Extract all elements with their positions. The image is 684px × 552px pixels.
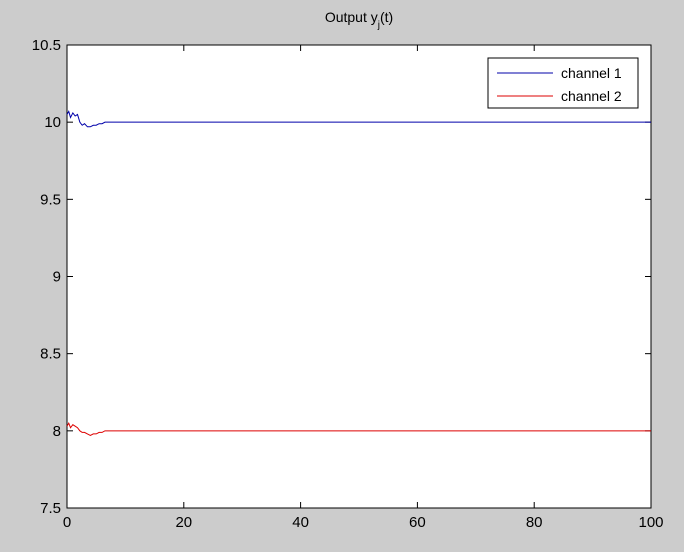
legend-label-channel-2: channel 2 <box>561 88 622 104</box>
x-tick-label: 60 <box>409 514 426 531</box>
legend-box <box>487 57 639 109</box>
ticks-layer: 0 20 40 60 80 100 7.5 8 8.5 9 9.5 10 10.5 <box>32 37 664 531</box>
y-tick-label: 9 <box>53 269 61 286</box>
chart-title-tail: (t) <box>380 9 393 25</box>
x-tick-label: 0 <box>63 514 71 531</box>
legend: channel 1 channel 2 <box>487 57 639 109</box>
y-tick-label: 10.5 <box>32 37 61 54</box>
chart-title-main: Output y <box>325 9 378 25</box>
series-layer <box>66 110 651 437</box>
y-tick-label: 8.5 <box>40 346 61 363</box>
chart-title-subscript: j <box>377 20 380 31</box>
chart-title: Output yj(t) <box>325 9 393 31</box>
x-tick-label: 40 <box>292 514 309 531</box>
legend-label-channel-1: channel 1 <box>561 65 622 81</box>
x-tick-label: 80 <box>526 514 543 531</box>
x-tick-label: 20 <box>175 514 192 531</box>
series-line-channel-1 <box>66 110 651 128</box>
y-tick-label: 10 <box>44 114 61 131</box>
y-tick-label: 8 <box>53 423 61 440</box>
series-line-channel-2 <box>66 421 651 437</box>
plot-area <box>66 44 652 509</box>
y-tick-label: 7.5 <box>40 500 61 517</box>
y-tick-label: 9.5 <box>40 191 61 208</box>
x-tick-label: 100 <box>638 514 663 531</box>
